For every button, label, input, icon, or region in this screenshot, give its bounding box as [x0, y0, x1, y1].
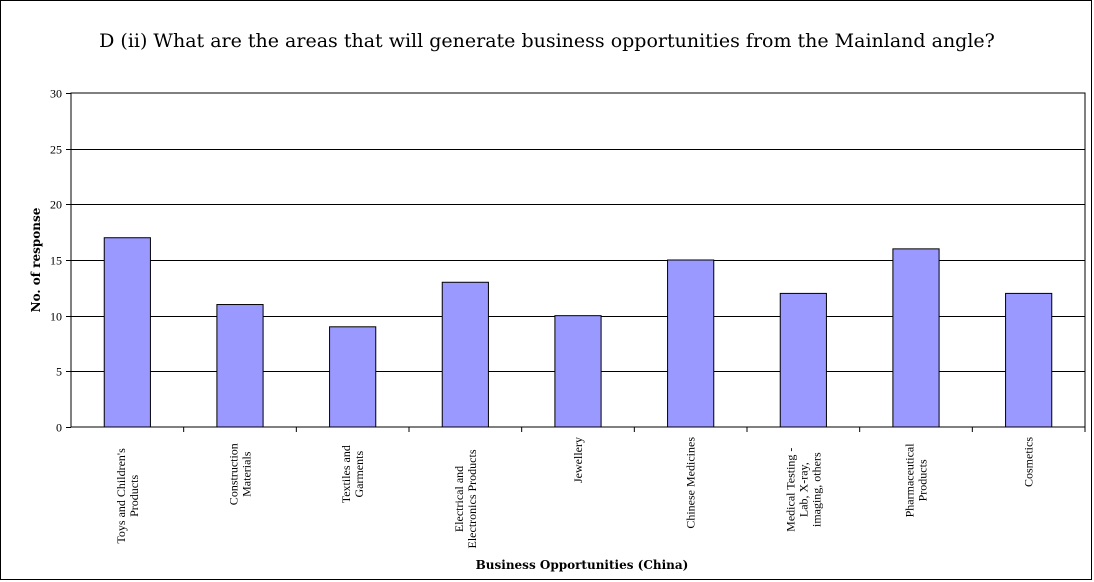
bar: [329, 326, 377, 428]
x-tick-label: Jewellery: [571, 437, 585, 483]
y-tick-label: 30: [50, 87, 62, 101]
x-tick-label: Textiles andGarments: [339, 445, 366, 503]
y-axis-label: No. of response: [29, 207, 43, 312]
x-tick-label: Chinese Medicines: [684, 437, 698, 529]
x-tick-label: Electrical andElectronics Products: [452, 449, 479, 548]
x-tick-label: Toys and Children'sProducts: [114, 448, 141, 544]
bar: [892, 248, 940, 428]
y-tick-label: 15: [50, 254, 62, 268]
x-tick-label: PharmaceuticalProducts: [903, 443, 930, 518]
bar: [1005, 292, 1053, 428]
x-tick-label: Medical Testing -Lab, X-ray,imaging, oth…: [783, 448, 823, 532]
x-tick-label: Cosmetics: [1022, 437, 1036, 487]
bar: [667, 259, 715, 428]
x-axis-label: Business Opportunities (China): [476, 558, 689, 572]
y-tick-label: 0: [56, 421, 62, 435]
x-tick-label: ConstructionMaterials: [227, 443, 254, 505]
y-tick-label: 25: [50, 143, 62, 157]
y-tick-labels: 0 5 10 15 20 25 30: [50, 87, 62, 435]
bar: [216, 304, 264, 428]
bar: [779, 292, 827, 428]
bar: [441, 281, 489, 428]
bar: [103, 237, 151, 428]
y-tick-label: 5: [56, 365, 62, 379]
x-tick-labels: Toys and Children'sProducts ConstructionM…: [114, 437, 1036, 549]
y-tick-label: 10: [50, 310, 62, 324]
bar: [554, 315, 602, 428]
axes: [66, 92, 1086, 432]
bars: [103, 237, 1053, 428]
y-tick-label: 20: [50, 198, 62, 212]
chart-title: D (ii) What are the areas that will gene…: [99, 30, 995, 52]
